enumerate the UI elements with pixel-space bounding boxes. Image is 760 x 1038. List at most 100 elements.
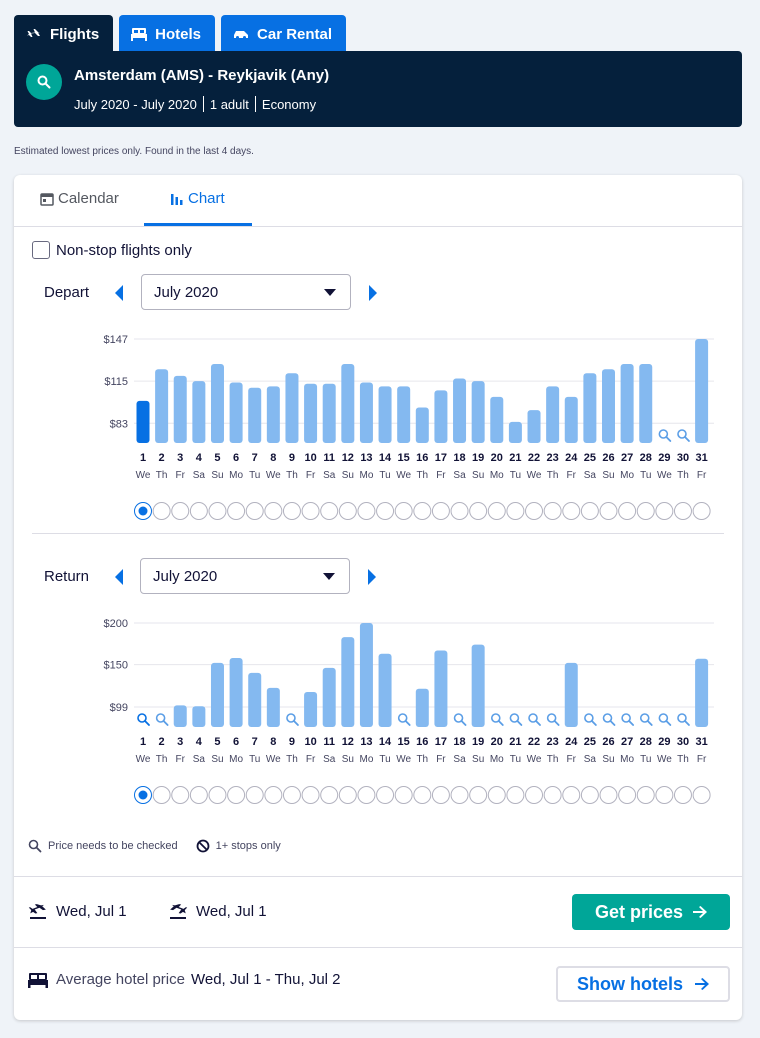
- depart-bar-day-25[interactable]: [583, 373, 597, 443]
- depart-bar-day-20[interactable]: [490, 396, 504, 443]
- depart-bar-day-2[interactable]: [155, 369, 169, 443]
- return-magnifier-icon[interactable]: [658, 713, 672, 726]
- depart-day-radio[interactable]: [189, 502, 208, 520]
- return-day-radio[interactable]: [562, 786, 581, 804]
- depart-day-radio[interactable]: [227, 502, 246, 520]
- depart-day-radio[interactable]: [301, 502, 320, 520]
- return-prev-month-button[interactable]: [112, 567, 126, 587]
- return-day-radio[interactable]: [282, 786, 301, 804]
- return-day-radio[interactable]: [301, 786, 320, 804]
- depart-day-radio[interactable]: [618, 502, 637, 520]
- return-magnifier-icon[interactable]: [528, 713, 541, 726]
- depart-bar-day-22[interactable]: [527, 410, 541, 443]
- depart-day-radio[interactable]: [562, 502, 581, 520]
- return-bar-day-3[interactable]: [173, 705, 187, 727]
- depart-bar-day-21[interactable]: [508, 421, 522, 443]
- return-day-radio[interactable]: [450, 786, 469, 804]
- depart-month-select[interactable]: July 2020: [141, 274, 351, 310]
- return-magnifier-icon[interactable]: [286, 713, 299, 726]
- depart-bar-day-18[interactable]: [453, 378, 467, 443]
- depart-day-radio[interactable]: [450, 502, 469, 520]
- return-bar-day-14[interactable]: [378, 653, 392, 727]
- return-day-radio[interactable]: [506, 786, 525, 804]
- depart-day-radio[interactable]: [580, 502, 599, 520]
- depart-day-radio[interactable]: [245, 502, 264, 520]
- return-magnifier-icon[interactable]: [584, 713, 597, 726]
- return-bar-day-10[interactable]: [304, 692, 318, 727]
- depart-bar-day-28[interactable]: [639, 364, 653, 443]
- return-bar-day-13[interactable]: [359, 623, 373, 727]
- return-magnifier-icon[interactable]: [453, 713, 467, 726]
- return-magnifier-icon[interactable]: [509, 713, 523, 726]
- depart-bar-day-4[interactable]: [192, 381, 206, 443]
- depart-day-radio[interactable]: [320, 502, 339, 520]
- depart-bar-day-16[interactable]: [415, 407, 429, 443]
- return-day-radio[interactable]: [543, 786, 562, 804]
- depart-day-radio[interactable]: [506, 502, 525, 520]
- return-day-radio[interactable]: [152, 786, 171, 804]
- return-day-radio[interactable]: [692, 786, 711, 804]
- depart-day-radio[interactable]: [208, 502, 227, 520]
- nonstop-checkbox[interactable]: [32, 241, 50, 259]
- tab-flights[interactable]: Flights: [14, 15, 114, 53]
- return-day-radio[interactable]: [673, 786, 692, 804]
- return-day-radio[interactable]: [245, 786, 264, 804]
- return-bar-day-12[interactable]: [341, 637, 355, 727]
- depart-day-radio[interactable]: [543, 502, 562, 520]
- depart-day-radio[interactable]: [357, 502, 376, 520]
- search-summary[interactable]: Amsterdam (AMS) - Reykjavik (Any) July 2…: [14, 51, 742, 127]
- return-magnifier-icon[interactable]: [137, 713, 150, 726]
- return-day-radio[interactable]: [264, 786, 283, 804]
- return-day-radio[interactable]: [376, 786, 395, 804]
- return-day-radio[interactable]: [431, 786, 450, 804]
- return-magnifier-icon[interactable]: [490, 713, 504, 726]
- depart-bar-day-6[interactable]: [229, 382, 243, 443]
- return-magnifier-icon[interactable]: [677, 713, 690, 726]
- return-magnifier-icon[interactable]: [602, 713, 616, 726]
- return-day-radio[interactable]: [599, 786, 618, 804]
- depart-bar-day-12[interactable]: [341, 364, 355, 443]
- tab-car-rental[interactable]: Car Rental: [221, 15, 347, 53]
- depart-bar-day-24[interactable]: [564, 396, 578, 443]
- return-day-radio[interactable]: [208, 786, 227, 804]
- return-magnifier-icon[interactable]: [546, 713, 560, 726]
- depart-bar-day-14[interactable]: [378, 386, 392, 443]
- return-bar-day-19[interactable]: [471, 644, 485, 727]
- depart-bar-day-1[interactable]: [136, 400, 150, 443]
- show-hotels-button[interactable]: Show hotels: [556, 966, 730, 1002]
- depart-bar-day-7[interactable]: [248, 387, 262, 443]
- search-button[interactable]: [26, 64, 62, 100]
- return-bar-day-7[interactable]: [248, 672, 262, 727]
- depart-bar-day-3[interactable]: [173, 375, 187, 443]
- return-day-radio[interactable]: [525, 786, 544, 804]
- depart-day-radio[interactable]: [487, 502, 506, 520]
- depart-day-radio[interactable]: [673, 502, 692, 520]
- return-day-radio[interactable]: [413, 786, 432, 804]
- depart-bar-day-10[interactable]: [304, 383, 318, 443]
- tab-chart[interactable]: Chart: [170, 190, 225, 207]
- depart-day-radio[interactable]: [431, 502, 450, 520]
- depart-bar-day-13[interactable]: [359, 382, 373, 443]
- return-day-radio[interactable]: [655, 786, 674, 804]
- return-magnifier-icon[interactable]: [639, 713, 653, 726]
- depart-day-radio[interactable]: [282, 502, 301, 520]
- depart-bar-day-8[interactable]: [266, 386, 280, 443]
- return-day-radio[interactable]: [394, 786, 413, 804]
- depart-magnifier-icon[interactable]: [658, 429, 672, 442]
- return-day-radio[interactable]: [338, 786, 357, 804]
- depart-bar-day-5[interactable]: [210, 364, 224, 443]
- return-day-radio[interactable]: [580, 786, 599, 804]
- depart-bar-day-27[interactable]: [620, 364, 634, 443]
- return-day-radio[interactable]: [171, 786, 190, 804]
- return-magnifier-icon[interactable]: [397, 713, 411, 726]
- return-bar-day-11[interactable]: [322, 667, 336, 727]
- depart-bar-day-31[interactable]: [695, 339, 709, 443]
- tab-calendar[interactable]: Calendar: [40, 190, 119, 207]
- return-bar-day-4[interactable]: [192, 706, 206, 727]
- depart-day-radio[interactable]: [636, 502, 655, 520]
- return-day-radio[interactable]: [227, 786, 246, 804]
- return-bar-day-6[interactable]: [229, 657, 243, 727]
- depart-day-radio[interactable]: [525, 502, 544, 520]
- depart-day-radio[interactable]: [599, 502, 618, 520]
- return-bar-day-8[interactable]: [266, 687, 280, 727]
